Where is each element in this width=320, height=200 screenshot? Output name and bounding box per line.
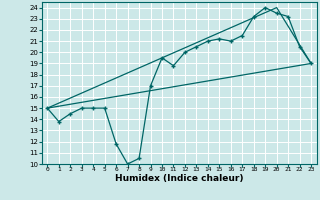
X-axis label: Humidex (Indice chaleur): Humidex (Indice chaleur) [115, 174, 244, 183]
